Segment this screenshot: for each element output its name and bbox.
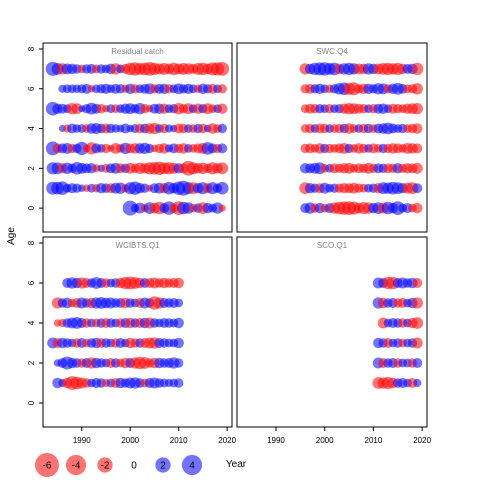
bubble-point (411, 83, 423, 95)
bubble-point (218, 204, 226, 212)
bubble-point (174, 358, 184, 368)
y-axis-label: Age (6, 227, 17, 245)
bubble-point (173, 277, 184, 289)
bubble-point (411, 162, 423, 174)
x-tick-label: 1990 (73, 436, 91, 445)
y-tick-label: 0 (27, 205, 36, 210)
y-tick-label: 2 (27, 166, 36, 171)
legend-label: -2 (101, 461, 110, 472)
panel-frame (236, 42, 428, 233)
bubble-point (174, 378, 184, 388)
axes-layer: 0 2 4 6 8 0 2 4 6 8 1990 2000 2010 2020 1990 2000 2010 20… (27, 46, 432, 445)
panel-title: Residual catch (111, 47, 163, 56)
bubble-point (411, 62, 424, 75)
panel-frame (236, 236, 428, 428)
bubble-point (411, 297, 423, 309)
x-tick-label: 2000 (121, 436, 139, 445)
bubble-point (412, 183, 423, 194)
bubble-point (217, 84, 227, 94)
legend-label: 0 (131, 461, 137, 472)
bubble-point (217, 103, 228, 114)
panel-title: WCIBTS.Q1 (115, 241, 160, 250)
panel-1: SWC.Q4 (236, 42, 428, 233)
bubble-point (412, 358, 423, 368)
legend-label: 4 (189, 461, 195, 472)
bubble-point (411, 103, 423, 115)
x-tick-label: 2010 (170, 436, 188, 445)
bubble-point (413, 378, 422, 388)
bubble-point (412, 143, 423, 154)
panel-title: SCO.Q1 (317, 241, 348, 250)
bubble-point (412, 202, 423, 214)
x-tick-label: 1990 (267, 436, 285, 445)
bubble-point (215, 62, 230, 76)
legend: -6 -4 -2 0 2 4 (34, 452, 203, 478)
legend-label: 2 (160, 461, 166, 472)
y-tick-label: 4 (27, 126, 36, 131)
y-tick-label: 8 (27, 240, 36, 245)
y-tick-label: 0 (27, 400, 36, 405)
bubble-point (216, 162, 229, 175)
x-tick-label: 2020 (413, 436, 431, 445)
panels-layer: Residual catch SWC.Q4 WCIBTS.Q1 SCO.Q1 (42, 42, 428, 428)
bubble-point (412, 123, 423, 134)
legend-bubble (155, 457, 171, 473)
panel-0: Residual catch (42, 42, 233, 233)
bubble-point (411, 317, 424, 329)
panel-frame (42, 236, 233, 428)
legend-bubble (181, 454, 203, 476)
bubble-point (217, 123, 227, 134)
bubble-point (411, 337, 423, 349)
y-tick-label: 8 (27, 46, 36, 51)
panel-3: SCO.Q1 (236, 236, 428, 428)
legend-bubble (97, 457, 113, 473)
bubble-point (174, 298, 184, 308)
legend-label: -4 (72, 461, 81, 472)
legend-bubble (34, 452, 60, 478)
y-tick-label: 4 (27, 320, 36, 325)
x-tick-label: 2000 (316, 436, 334, 445)
panel-2: WCIBTS.Q1 (42, 236, 233, 428)
bubble-point (173, 337, 184, 349)
legend-bubble (65, 454, 87, 476)
y-tick-label: 6 (27, 280, 36, 285)
x-tick-label: 2010 (365, 436, 383, 445)
bubble-point (412, 278, 423, 288)
x-axis-label: Year (226, 459, 247, 470)
bubble-point (217, 143, 228, 154)
panel-title: SWC.Q4 (316, 47, 348, 56)
x-tick-label: 2020 (218, 436, 236, 445)
bubble-point (216, 181, 229, 195)
bubble-point (173, 317, 184, 329)
panel-frame (42, 42, 233, 233)
legend-label: -6 (43, 461, 52, 472)
y-tick-label: 6 (27, 86, 36, 91)
y-tick-label: 2 (27, 360, 36, 365)
